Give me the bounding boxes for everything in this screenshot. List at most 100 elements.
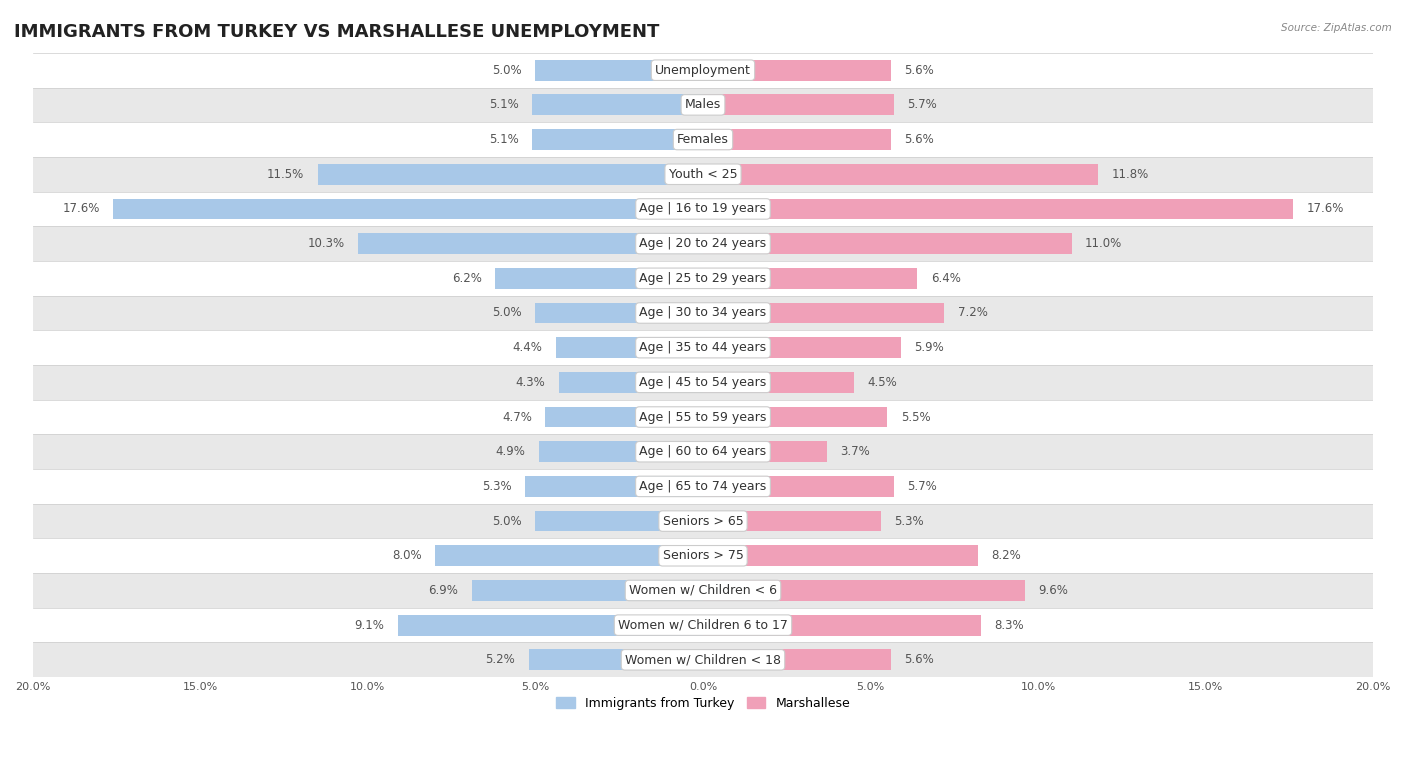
Bar [703,233,1071,254]
Bar [531,95,703,115]
Bar [555,338,703,358]
Bar [703,129,890,150]
Bar [398,615,703,636]
Text: Women w/ Children < 18: Women w/ Children < 18 [626,653,780,666]
Bar [32,538,1374,573]
Bar [32,400,1374,435]
Bar [32,435,1374,469]
Text: Age | 16 to 19 years: Age | 16 to 19 years [640,202,766,216]
Bar [536,303,703,323]
Bar [703,650,890,670]
Text: 7.2%: 7.2% [957,307,987,319]
Text: 17.6%: 17.6% [62,202,100,216]
Text: 5.1%: 5.1% [489,133,519,146]
Text: Age | 35 to 44 years: Age | 35 to 44 years [640,341,766,354]
Text: 4.3%: 4.3% [516,376,546,389]
Bar [529,650,703,670]
Text: 4.9%: 4.9% [495,445,526,458]
Text: Seniors > 65: Seniors > 65 [662,515,744,528]
Text: 6.9%: 6.9% [429,584,458,597]
Text: 6.2%: 6.2% [451,272,482,285]
Bar [32,122,1374,157]
Bar [703,407,887,428]
Text: 5.0%: 5.0% [492,307,522,319]
Bar [434,545,703,566]
Text: Youth < 25: Youth < 25 [669,168,737,181]
Text: 17.6%: 17.6% [1306,202,1344,216]
Text: Age | 60 to 64 years: Age | 60 to 64 years [640,445,766,458]
Bar [703,580,1025,601]
Text: 4.7%: 4.7% [502,410,531,423]
Bar [703,372,853,393]
Bar [32,157,1374,192]
Bar [703,545,977,566]
Text: 11.0%: 11.0% [1085,237,1122,250]
Bar [32,608,1374,643]
Bar [32,330,1374,365]
Text: 11.8%: 11.8% [1112,168,1149,181]
Bar [703,60,890,80]
Text: 8.0%: 8.0% [392,550,422,562]
Bar [357,233,703,254]
Bar [318,164,703,185]
Text: 3.7%: 3.7% [841,445,870,458]
Text: 8.2%: 8.2% [991,550,1021,562]
Text: Males: Males [685,98,721,111]
Bar [32,88,1374,122]
Text: 4.4%: 4.4% [512,341,543,354]
Text: 5.6%: 5.6% [904,653,934,666]
Bar [558,372,703,393]
Bar [526,476,703,497]
Text: 5.6%: 5.6% [904,64,934,76]
Text: Age | 20 to 24 years: Age | 20 to 24 years [640,237,766,250]
Text: Females: Females [678,133,728,146]
Bar [703,268,918,288]
Text: 4.5%: 4.5% [868,376,897,389]
Bar [703,198,1294,220]
Text: 9.1%: 9.1% [354,618,385,631]
Bar [546,407,703,428]
Text: 8.3%: 8.3% [994,618,1024,631]
Text: 5.7%: 5.7% [907,480,938,493]
Text: 6.4%: 6.4% [931,272,960,285]
Text: 11.5%: 11.5% [267,168,304,181]
Bar [703,338,901,358]
Legend: Immigrants from Turkey, Marshallese: Immigrants from Turkey, Marshallese [551,692,855,715]
Bar [32,503,1374,538]
Text: Women w/ Children < 6: Women w/ Children < 6 [628,584,778,597]
Bar [32,296,1374,330]
Text: 10.3%: 10.3% [308,237,344,250]
Bar [32,643,1374,678]
Bar [703,303,945,323]
Bar [495,268,703,288]
Bar [32,365,1374,400]
Text: Age | 30 to 34 years: Age | 30 to 34 years [640,307,766,319]
Bar [32,53,1374,88]
Bar [32,573,1374,608]
Text: Age | 65 to 74 years: Age | 65 to 74 years [640,480,766,493]
Bar [472,580,703,601]
Text: Women w/ Children 6 to 17: Women w/ Children 6 to 17 [619,618,787,631]
Bar [536,511,703,531]
Bar [32,192,1374,226]
Bar [32,261,1374,296]
Bar [703,511,880,531]
Bar [538,441,703,462]
Text: 5.0%: 5.0% [492,64,522,76]
Bar [112,198,703,220]
Text: 5.3%: 5.3% [894,515,924,528]
Text: 9.6%: 9.6% [1038,584,1069,597]
Bar [703,615,981,636]
Bar [703,476,894,497]
Bar [32,226,1374,261]
Text: Source: ZipAtlas.com: Source: ZipAtlas.com [1281,23,1392,33]
Text: IMMIGRANTS FROM TURKEY VS MARSHALLESE UNEMPLOYMENT: IMMIGRANTS FROM TURKEY VS MARSHALLESE UN… [14,23,659,41]
Text: 5.7%: 5.7% [907,98,938,111]
Bar [32,469,1374,503]
Bar [703,164,1098,185]
Text: Age | 45 to 54 years: Age | 45 to 54 years [640,376,766,389]
Text: 5.5%: 5.5% [901,410,931,423]
Text: Age | 25 to 29 years: Age | 25 to 29 years [640,272,766,285]
Text: Seniors > 75: Seniors > 75 [662,550,744,562]
Bar [703,95,894,115]
